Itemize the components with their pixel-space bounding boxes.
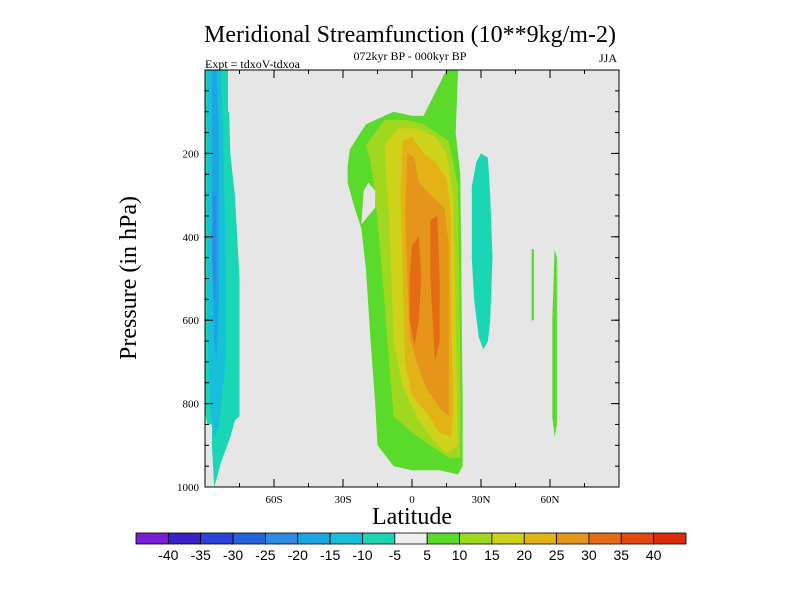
colorbar-label: 5 <box>423 547 431 563</box>
colorbar-label: -10 <box>352 547 372 563</box>
colorbar-swatch <box>556 532 590 545</box>
colorbar: -40 -35 -30 -25 -20 -15 -10 -5 5 10 15 20 25 30 35 40 <box>135 532 687 563</box>
chart-subtitle-left: Expt = tdxoV-tdxoa <box>205 57 301 71</box>
colorbar-label: 25 <box>549 547 565 563</box>
colorbar-swatch <box>620 532 655 545</box>
y-tick-label: 400 <box>183 232 200 244</box>
colorbar-swatch <box>265 532 299 545</box>
colorbar-swatch <box>135 532 169 545</box>
colorbar-swatch <box>588 532 622 545</box>
colorbar-swatch <box>459 532 493 545</box>
contour-sh-core-25 <box>212 195 217 304</box>
contour-tropical-hole <box>361 182 376 225</box>
chart-title: Meridional Streamfunction (10**9kg/m-2) <box>204 22 616 48</box>
contour-tropical-cell-30-b <box>430 215 440 362</box>
colorbar-swatch <box>491 532 525 545</box>
axis-ticks: 200 400 600 800 1000 60S 30S 0 30N 60N <box>177 70 619 506</box>
x-tick-label: 30N <box>472 494 491 506</box>
contour-nh-thin-cell-a <box>531 249 534 321</box>
contour-tropical-cell-30 <box>409 236 422 346</box>
colorbar-label: 15 <box>484 547 500 563</box>
colorbar-swatch <box>426 532 460 545</box>
x-axis-label: Latitude <box>372 504 452 530</box>
colorbar-swatch <box>523 532 557 545</box>
colorbar-label: -40 <box>158 547 178 563</box>
chart-subtitle-right: JJA <box>599 51 617 65</box>
colorbar-label: -20 <box>288 547 308 563</box>
x-tick-label: 0 <box>409 494 415 506</box>
contour-sh-trace <box>228 70 231 112</box>
colorbar-swatch <box>394 532 428 545</box>
colorbar-swatch <box>653 532 687 545</box>
colorbar-label: -25 <box>255 547 275 563</box>
colorbar-label: 40 <box>646 547 662 563</box>
x-tick-label: 30S <box>334 494 351 506</box>
x-tick-label: 60N <box>541 494 560 506</box>
y-axis-label: Pressure (in hPa) <box>116 196 142 360</box>
colorbar-label: -35 <box>191 547 211 563</box>
colorbar-swatch <box>232 532 266 545</box>
contour-nh-negative-cell <box>471 153 493 350</box>
y-tick-label: 1000 <box>177 482 200 494</box>
colorbar-swatch <box>200 532 234 545</box>
colorbar-label: 10 <box>452 547 468 563</box>
y-tick-label: 200 <box>183 148 200 160</box>
y-tick-label: 800 <box>183 399 200 411</box>
colorbar-label: -15 <box>320 547 340 563</box>
colorbar-label: 30 <box>581 547 597 563</box>
contour-tropical-cell-25 <box>405 153 449 417</box>
x-tick-label: 60S <box>265 494 282 506</box>
contour-nh-thin-cell-b <box>552 249 557 437</box>
colorbar-swatch <box>167 532 202 545</box>
chart-subtitle-center: 072kyr BP - 000kyr BP <box>354 49 467 63</box>
colorbar-label: -5 <box>389 547 402 563</box>
contour-layer <box>205 70 557 487</box>
y-tick-label: 600 <box>183 315 200 327</box>
colorbar-label: -30 <box>223 547 243 563</box>
colorbar-swatch <box>329 532 363 545</box>
colorbar-swatch <box>362 532 396 545</box>
colorbar-label: 20 <box>516 547 532 563</box>
colorbar-label: 35 <box>614 547 630 563</box>
colorbar-swatch <box>297 532 331 545</box>
